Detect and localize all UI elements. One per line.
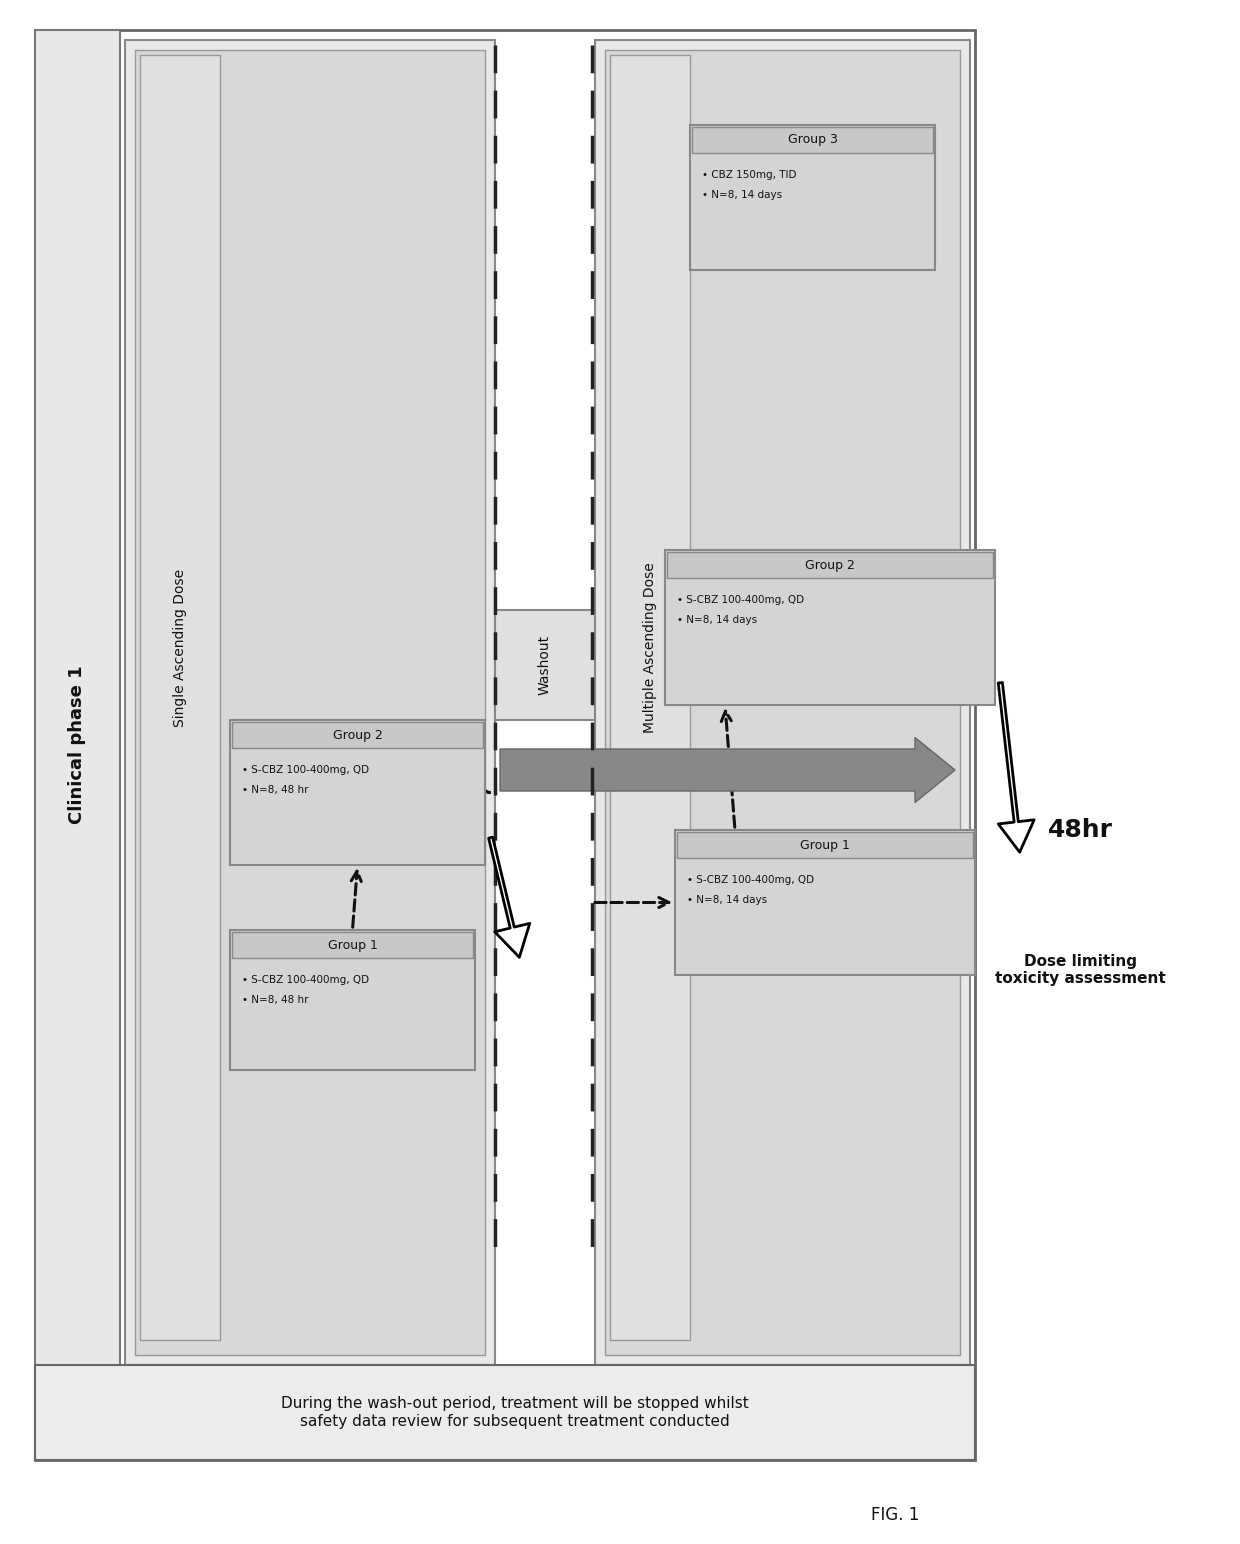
- Text: • N=8, 48 hr: • N=8, 48 hr: [242, 784, 309, 795]
- FancyBboxPatch shape: [692, 127, 932, 153]
- Text: • S-CBZ 100-400mg, QD: • S-CBZ 100-400mg, QD: [687, 875, 815, 885]
- Text: • CBZ 150mg, TID: • CBZ 150mg, TID: [702, 170, 796, 181]
- Text: • S-CBZ 100-400mg, QD: • S-CBZ 100-400mg, QD: [242, 764, 370, 775]
- Text: Clinical phase 1: Clinical phase 1: [68, 665, 87, 824]
- FancyArrowPatch shape: [489, 837, 529, 957]
- Text: • S-CBZ 100-400mg, QD: • S-CBZ 100-400mg, QD: [242, 974, 370, 985]
- Text: • N=8, 14 days: • N=8, 14 days: [677, 615, 758, 625]
- FancyArrow shape: [500, 738, 955, 803]
- FancyBboxPatch shape: [689, 125, 935, 270]
- FancyBboxPatch shape: [135, 49, 485, 1356]
- FancyBboxPatch shape: [229, 929, 475, 1070]
- Text: Single Ascending Dose: Single Ascending Dose: [174, 568, 187, 727]
- FancyArrowPatch shape: [998, 682, 1034, 852]
- Text: Group 2: Group 2: [805, 559, 854, 571]
- FancyBboxPatch shape: [125, 40, 495, 1365]
- Text: Group 1: Group 1: [327, 939, 377, 951]
- FancyBboxPatch shape: [495, 610, 595, 720]
- FancyBboxPatch shape: [610, 56, 689, 1340]
- FancyBboxPatch shape: [667, 553, 993, 577]
- FancyBboxPatch shape: [35, 29, 120, 1461]
- FancyBboxPatch shape: [35, 1365, 975, 1461]
- Text: FIG. 1: FIG. 1: [870, 1505, 919, 1524]
- Text: Washout: Washout: [538, 635, 552, 695]
- Text: Dose limiting
toxicity assessment: Dose limiting toxicity assessment: [994, 954, 1166, 987]
- FancyBboxPatch shape: [675, 831, 975, 974]
- Text: • S-CBZ 100-400mg, QD: • S-CBZ 100-400mg, QD: [677, 594, 804, 605]
- FancyBboxPatch shape: [605, 49, 960, 1356]
- FancyBboxPatch shape: [665, 550, 994, 706]
- FancyBboxPatch shape: [595, 40, 970, 1365]
- Text: Group 3: Group 3: [787, 133, 837, 147]
- FancyBboxPatch shape: [232, 933, 472, 957]
- FancyBboxPatch shape: [229, 720, 485, 865]
- Text: • N=8, 14 days: • N=8, 14 days: [702, 190, 782, 201]
- Text: Group 1: Group 1: [800, 838, 849, 851]
- Text: • N=8, 14 days: • N=8, 14 days: [687, 896, 768, 905]
- Text: • N=8, 48 hr: • N=8, 48 hr: [242, 994, 309, 1005]
- Text: Multiple Ascending Dose: Multiple Ascending Dose: [644, 562, 657, 733]
- FancyBboxPatch shape: [232, 723, 484, 747]
- FancyBboxPatch shape: [677, 832, 973, 858]
- Text: 48hr: 48hr: [1048, 818, 1112, 841]
- Text: During the wash-out period, treatment will be stopped whilst
safety data review : During the wash-out period, treatment wi…: [281, 1396, 749, 1428]
- Text: Group 2: Group 2: [332, 729, 382, 741]
- FancyBboxPatch shape: [140, 56, 219, 1340]
- FancyBboxPatch shape: [35, 29, 975, 1461]
